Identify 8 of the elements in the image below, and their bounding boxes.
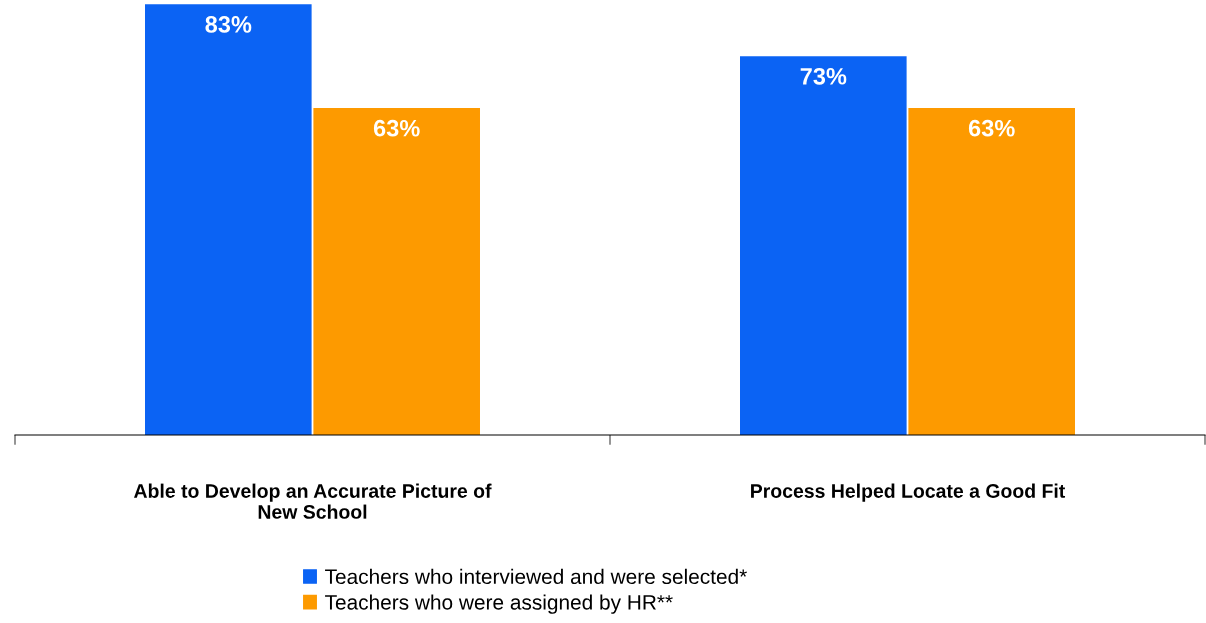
legend-label: Teachers who interviewed and were selected* — [325, 568, 747, 585]
x-tick-label: Able to Develop an Accurate Picture of New School — [134, 483, 492, 519]
data-label: 63% — [968, 119, 1015, 137]
legend-label: Teachers who were assigned by HR** — [325, 594, 673, 614]
data-label: 73% — [800, 67, 847, 85]
data-label: 63% — [373, 119, 420, 137]
data-label: 83% — [205, 16, 252, 33]
x-tick-label: Process Helped Locate a Good Fit — [751, 483, 1066, 502]
